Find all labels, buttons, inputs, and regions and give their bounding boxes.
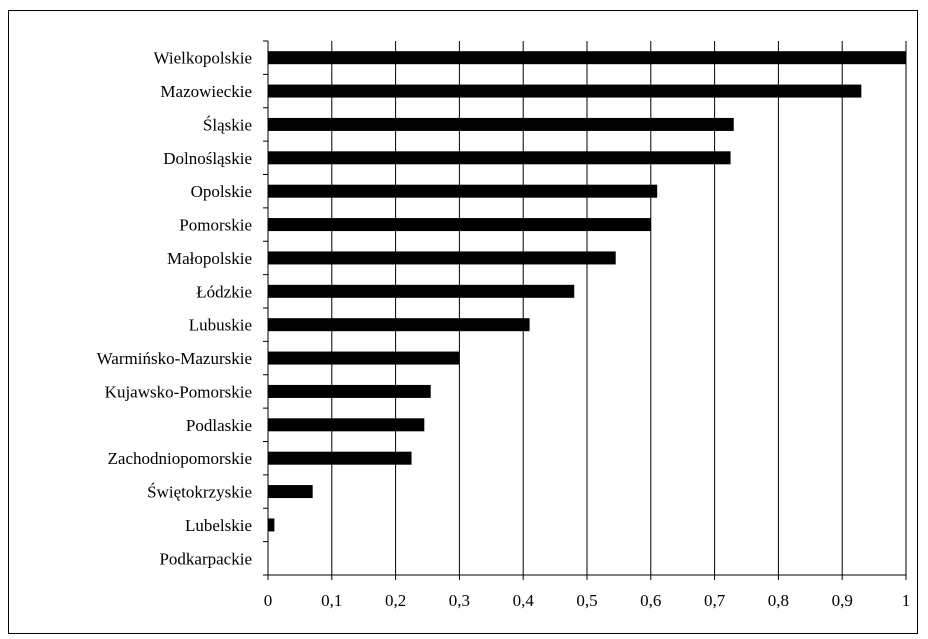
category-label: Śląskie [203,115,252,134]
label-layer: 0 0,1 0,2 0,3 0,4 0,5 0,6 0,7 0,8 0,9 1 Wielkopolsk… [97,49,911,610]
x-tick-label: 1 [902,591,911,610]
category-label: Opolskie [191,182,252,201]
bar [268,451,412,465]
bar [268,117,734,131]
bar [268,518,275,532]
x-tick-label: 0,3 [449,591,470,610]
x-tick-label: 0 [264,591,273,610]
bar [268,251,616,265]
bar [268,384,431,398]
bar [268,318,530,332]
category-label: Lubelskie [185,516,252,535]
category-label: Mazowieckie [160,82,252,101]
category-label: Zachodniopomorskie [108,449,252,468]
bar [268,351,460,365]
category-label: Kujawsko-Pomorskie [105,382,252,401]
bar [268,284,575,298]
category-label: Warmińsko-Mazurskie [97,349,252,368]
category-label: Lubuskie [189,316,252,335]
x-tick-label: 0,5 [576,591,597,610]
category-label: Pomorskie [179,216,252,235]
x-tick-label: 0,6 [640,591,661,610]
x-tick-label: 0,4 [513,591,535,610]
category-label: Podlaskie [186,416,252,435]
category-label: Wielkopolskie [154,49,252,68]
bar [268,84,862,98]
bar [268,51,906,65]
bar-chart: 0 0,1 0,2 0,3 0,4 0,5 0,6 0,7 0,8 0,9 1 Wielkopolsk… [97,40,911,610]
bar [268,184,658,198]
category-label: Podkarpackie [159,549,252,568]
x-tick-label: 0,8 [768,591,789,610]
axis-layer [263,40,907,580]
category-label: Małopolskie [167,249,252,268]
x-tick-label: 0,2 [385,591,406,610]
bar [268,418,425,432]
category-label: Świętokrzyskie [147,483,252,502]
x-tick-label: 0,7 [704,591,726,610]
bar [268,151,731,165]
bar-layer [268,51,906,532]
bar [268,485,313,499]
bar [268,218,651,232]
category-label: Dolnośląskie [163,149,252,168]
x-tick-label: 0,9 [832,591,853,610]
x-tick-label: 0,1 [321,591,342,610]
category-label: Łódzkie [196,282,252,301]
chart-frame: 0 0,1 0,2 0,3 0,4 0,5 0,6 0,7 0,8 0,9 1 Wielkopolsk… [8,10,918,634]
